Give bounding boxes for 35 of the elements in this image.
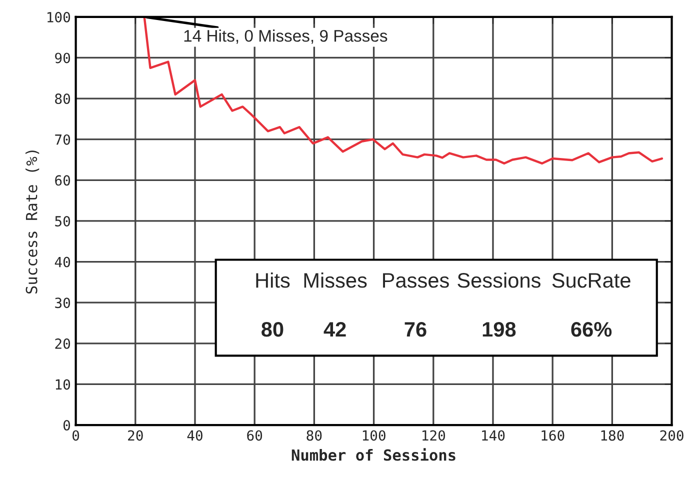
x-tick-label: 180: [601, 430, 624, 441]
annotation: 14 Hits, 0 Misses, 9 Passes: [184, 30, 388, 44]
x-tick-label: 160: [542, 430, 564, 441]
x-tick-label: 60: [247, 430, 262, 441]
y-tick-label: 40: [54, 256, 70, 268]
y-tick-label: 70: [55, 134, 70, 145]
x-tick-label: 200: [660, 430, 684, 441]
x-tick-label: 140: [482, 430, 505, 441]
x-tick-label: 40: [187, 430, 202, 441]
annotation: SucRate: [552, 273, 630, 288]
x-tick-label: 20: [128, 430, 143, 441]
annotation: 80: [262, 322, 284, 337]
x-tick-label: 120: [422, 430, 446, 441]
y-tick-label: 10: [56, 379, 70, 390]
annotation: 42: [324, 322, 346, 337]
annotation: Passes: [383, 273, 449, 288]
y-tick-label: 50: [55, 216, 70, 226]
y-tick-label: 30: [55, 298, 70, 308]
x-axis-title: Number of Sessions: [292, 448, 456, 461]
y-tick-label: 90: [55, 52, 70, 64]
annotation: Sessions: [458, 272, 540, 288]
x-tick-label: 80: [306, 430, 322, 441]
annotation: 66%: [571, 322, 612, 337]
annotation: 198: [482, 322, 516, 337]
y-tick-label: 20: [55, 338, 70, 349]
annotation: 76: [404, 322, 426, 337]
annotation: Hits: [256, 272, 290, 288]
y-tick-label: 60: [55, 175, 70, 186]
x-tick-label: 0: [72, 430, 80, 441]
y-axis-title: Success Rate (%): [26, 150, 40, 294]
y-tick-label: 80: [55, 94, 70, 104]
annotation: Misses: [304, 272, 367, 288]
x-tick-label: 100: [362, 430, 386, 441]
y-tick-label: 0: [63, 420, 70, 431]
y-tick-label: 100: [48, 12, 70, 22]
